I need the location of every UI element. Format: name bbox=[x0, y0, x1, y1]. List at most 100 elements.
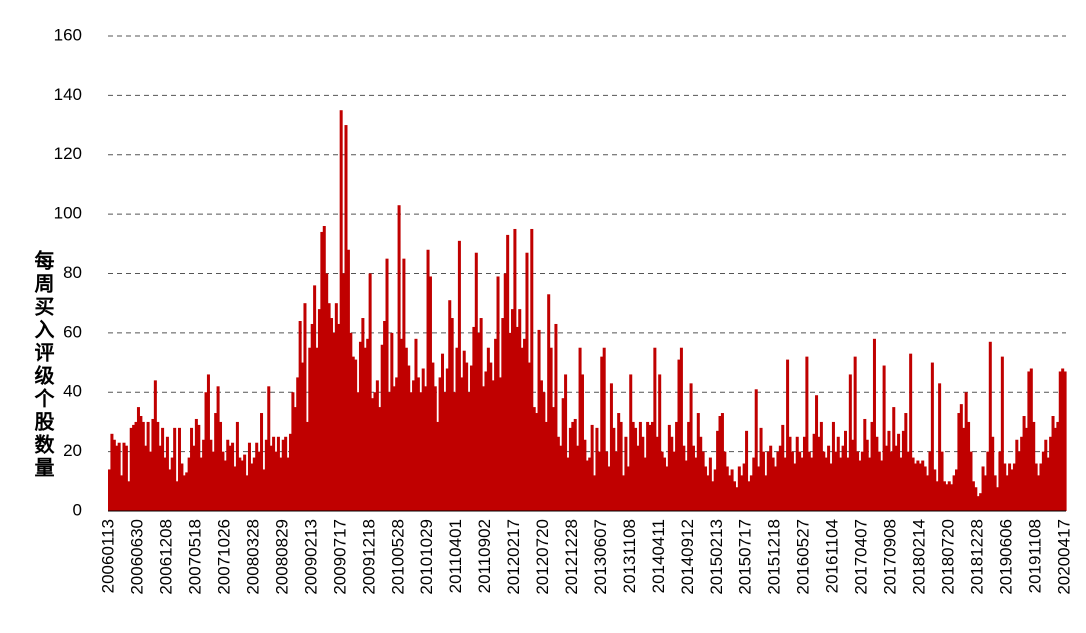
x-tick-label: 20131108 bbox=[620, 519, 639, 593]
x-tick-label: 20130607 bbox=[591, 519, 610, 595]
bar bbox=[163, 457, 167, 511]
bar bbox=[684, 460, 688, 511]
bar bbox=[694, 457, 698, 511]
bar bbox=[491, 380, 495, 511]
bar bbox=[687, 421, 691, 511]
bar bbox=[648, 424, 652, 511]
bar bbox=[1015, 439, 1019, 511]
bar bbox=[689, 383, 693, 511]
bar bbox=[571, 421, 575, 511]
bar bbox=[810, 457, 814, 511]
bar bbox=[872, 338, 876, 511]
bar bbox=[945, 484, 949, 511]
bar bbox=[578, 347, 582, 511]
bar bbox=[124, 445, 128, 511]
bar bbox=[281, 439, 285, 511]
bar bbox=[706, 475, 710, 511]
bar bbox=[600, 356, 604, 511]
bar bbox=[991, 436, 995, 511]
bar bbox=[515, 326, 519, 511]
bar bbox=[998, 451, 1002, 511]
bar bbox=[904, 413, 908, 511]
bar bbox=[981, 466, 985, 511]
x-tick-label: 20080328 bbox=[243, 519, 262, 595]
bar bbox=[513, 228, 517, 511]
bar bbox=[424, 386, 428, 511]
bar bbox=[617, 413, 621, 511]
bar bbox=[979, 493, 983, 511]
bar bbox=[588, 457, 592, 511]
bar bbox=[1020, 436, 1024, 511]
bar bbox=[626, 466, 630, 511]
bar bbox=[730, 469, 734, 511]
bar bbox=[597, 451, 601, 511]
bar bbox=[822, 451, 826, 511]
bar bbox=[887, 430, 891, 511]
bar bbox=[573, 418, 577, 511]
bar bbox=[853, 356, 857, 511]
bar bbox=[276, 436, 280, 511]
bar bbox=[407, 365, 411, 511]
bar bbox=[209, 439, 213, 511]
bar bbox=[1063, 371, 1067, 511]
bar bbox=[180, 463, 184, 511]
bar bbox=[993, 475, 997, 511]
bar bbox=[933, 469, 937, 511]
bar bbox=[428, 276, 432, 511]
bar bbox=[383, 321, 387, 511]
bar bbox=[875, 436, 879, 511]
x-tick-label: 20121228 bbox=[562, 519, 581, 595]
bar bbox=[805, 356, 809, 511]
bar bbox=[549, 347, 553, 511]
x-tick-label: 20200417 bbox=[1054, 519, 1073, 595]
bar bbox=[115, 445, 119, 511]
bar bbox=[322, 226, 326, 511]
x-tick-label: 20090717 bbox=[330, 519, 349, 595]
bar bbox=[561, 398, 565, 511]
bar bbox=[1012, 463, 1016, 511]
bar bbox=[177, 427, 181, 511]
bar bbox=[231, 442, 235, 511]
bar bbox=[486, 347, 490, 511]
bar bbox=[851, 439, 855, 511]
bar bbox=[754, 389, 758, 511]
bar bbox=[508, 332, 512, 511]
bar bbox=[161, 427, 165, 511]
bar bbox=[691, 445, 695, 511]
bar bbox=[245, 475, 249, 511]
bar bbox=[361, 318, 365, 511]
bar bbox=[566, 457, 570, 511]
bar bbox=[298, 321, 302, 511]
y-tick-label: 80 bbox=[63, 263, 82, 282]
bar bbox=[223, 460, 227, 511]
bar bbox=[243, 454, 247, 511]
bar bbox=[889, 451, 893, 511]
bar bbox=[1010, 469, 1014, 511]
x-tick-label: 20160527 bbox=[794, 519, 813, 595]
bar bbox=[856, 451, 860, 511]
bar bbox=[438, 377, 442, 511]
bar bbox=[834, 451, 838, 511]
x-tick-label: 20170407 bbox=[852, 519, 871, 595]
bar bbox=[824, 457, 828, 511]
bar bbox=[1051, 416, 1055, 511]
y-tick-label: 40 bbox=[63, 382, 82, 401]
y-tick-label: 20 bbox=[63, 441, 82, 460]
bar bbox=[605, 451, 609, 511]
bar bbox=[363, 347, 367, 511]
bar bbox=[783, 457, 787, 511]
bar bbox=[745, 430, 749, 511]
x-tick-label: 20070518 bbox=[186, 519, 205, 595]
bar bbox=[211, 451, 215, 511]
bar bbox=[665, 466, 669, 511]
bar bbox=[542, 392, 546, 511]
bar bbox=[134, 421, 138, 511]
x-tick-label: 20180214 bbox=[909, 519, 928, 595]
bar bbox=[759, 427, 763, 511]
bar bbox=[279, 457, 283, 511]
bar bbox=[988, 341, 992, 511]
bar bbox=[974, 487, 978, 511]
bar bbox=[325, 273, 329, 511]
bar bbox=[737, 466, 741, 511]
bar bbox=[122, 442, 126, 511]
